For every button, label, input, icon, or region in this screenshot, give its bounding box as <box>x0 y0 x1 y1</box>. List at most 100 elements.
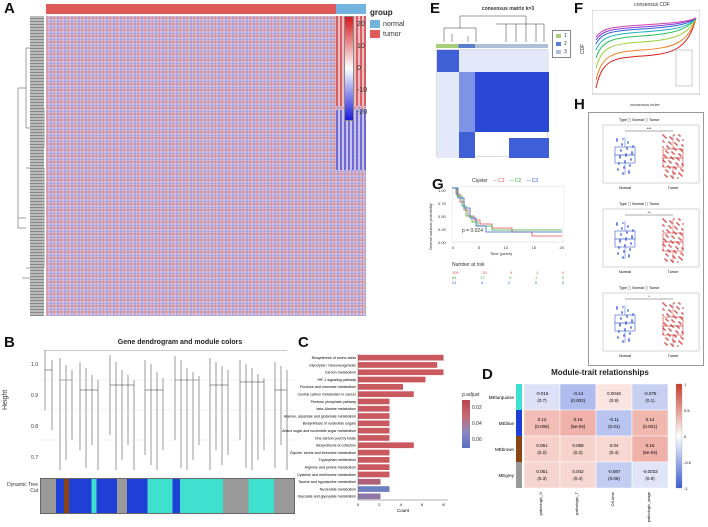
scale-tick: -10 <box>357 87 368 94</box>
panel-g-letter: G <box>432 176 444 193</box>
point-normal <box>632 314 634 316</box>
point-normal <box>622 173 624 175</box>
point-normal <box>630 159 632 161</box>
point-normal <box>616 140 618 142</box>
ytick: 1.00 <box>438 188 446 193</box>
matrix-block-2 <box>475 72 549 132</box>
panel-d-letter: D <box>482 366 493 383</box>
scale-tick: 0.5 <box>684 408 690 413</box>
cell-pvalue: (5e-04) <box>571 424 586 429</box>
point-tumor <box>680 155 682 157</box>
heat-cell <box>631 435 669 463</box>
point-tumor <box>673 153 675 155</box>
cell-pvalue: (0.2) <box>537 450 547 455</box>
cell-pvalue: (0.4) <box>609 450 619 455</box>
cell-pvalue: (0.3) <box>537 476 547 481</box>
scale-tick: -20 <box>357 109 368 116</box>
point-tumor <box>682 223 684 225</box>
point-normal <box>621 228 623 230</box>
legend-c1: ─ C1 <box>493 178 505 184</box>
point-tumor <box>663 309 665 311</box>
cell-value: 0.12 <box>538 417 547 422</box>
panel-b-yticks: 1.0 0.9 0.8 0.7 <box>28 350 38 474</box>
ytick: 0.7 <box>31 455 38 461</box>
term-label: One carbon pool by folate <box>315 436 356 440</box>
point-tumor <box>669 167 671 169</box>
bar <box>358 362 438 368</box>
point-normal <box>626 148 628 150</box>
legend-tick: 0.04 <box>472 421 482 427</box>
point-tumor <box>682 170 684 172</box>
legend-tick: 0.02 <box>472 405 482 411</box>
trait-label: OS.time <box>610 491 615 506</box>
risk-row: 21 6 2 0 0 <box>452 280 564 285</box>
scale-tick: -0.5 <box>684 460 692 465</box>
heat-cell <box>559 435 597 463</box>
panel-b-title: Gene dendrogram and module colors <box>117 339 243 346</box>
ytick: 0.9 <box>31 393 38 399</box>
point-normal <box>624 329 626 331</box>
trait-label: pathologic_T <box>574 491 579 514</box>
term-label: Glycolate and glyoxylate metabolism <box>298 495 356 499</box>
bar <box>358 369 444 376</box>
point-tumor <box>677 261 679 263</box>
point-tumor <box>673 321 675 323</box>
point-tumor <box>676 228 678 230</box>
bar <box>358 478 381 485</box>
point-normal <box>625 155 627 157</box>
xtick: 10 <box>503 245 508 250</box>
point-tumor <box>677 164 679 166</box>
point-tumor <box>668 315 670 317</box>
panel-b-row-label: Dynamic Tree Cut <box>7 482 38 494</box>
term-label: Nucleotide metabolism <box>320 487 356 491</box>
point-normal <box>621 144 623 146</box>
x-category-label: Tumor <box>668 270 680 274</box>
legend-title: Cluster <box>472 178 488 184</box>
bar <box>358 354 444 361</box>
cell-pvalue: (0.005) <box>535 424 550 429</box>
x-category-label: Normal <box>619 354 631 358</box>
point-tumor <box>672 345 674 347</box>
panel-a-letter: A <box>4 0 15 17</box>
point-normal <box>624 161 626 163</box>
trait-label: pathologic_stage <box>646 491 651 522</box>
point-tumor <box>682 145 684 147</box>
term-label: Carbon metabolism <box>325 371 356 375</box>
legend-swatch <box>556 49 561 54</box>
term-label: Biosynthesis of cofactors <box>316 444 356 448</box>
point-tumor <box>665 137 667 139</box>
point-tumor <box>670 246 672 248</box>
ytick: 0.50 <box>438 214 446 219</box>
point-tumor <box>673 237 675 239</box>
point-tumor <box>681 150 683 152</box>
scale-tick: 1 <box>684 382 687 387</box>
point-tumor <box>678 327 680 329</box>
term-label: Pentose phosphate pathway <box>311 400 357 404</box>
heat-cell <box>595 383 633 411</box>
risk-row: 64 17 4 2 0 <box>452 275 564 280</box>
point-tumor <box>667 255 669 257</box>
point-normal <box>624 245 626 247</box>
heat-cell <box>523 435 561 463</box>
term-label: Amino sugar and nucleotide sugar metabol… <box>282 429 356 433</box>
point-tumor <box>681 318 683 320</box>
point-tumor <box>675 168 677 170</box>
significance: *** <box>647 126 652 131</box>
point-normal <box>619 325 621 327</box>
term-label: Alanine, aspartate and glutamate metabol… <box>284 414 356 418</box>
matrix-block-offdiag <box>437 72 459 158</box>
point-tumor <box>662 146 664 148</box>
panel-f-xlabel: consensus index <box>630 102 660 107</box>
point-tumor <box>682 313 684 315</box>
significance: ** <box>647 210 651 215</box>
module-label: MEturquoise <box>489 395 515 400</box>
point-tumor <box>673 134 675 136</box>
panel-a-legend-title: group <box>370 8 393 17</box>
heat-cell <box>595 435 633 463</box>
panel-g-risk-table: 109 25 4 1 0 64 17 4 2 0 21 6 2 0 0 <box>452 270 564 285</box>
panel-d-heatmap: MEturquoise -0.016 (0.7) -0.14 (0.002) 0.0046… <box>489 382 692 522</box>
point-tumor <box>663 141 665 143</box>
box-legend: Type ▢ Normal ▢ Tumor <box>619 118 660 122</box>
point-normal <box>631 237 633 239</box>
point-tumor <box>671 138 673 140</box>
